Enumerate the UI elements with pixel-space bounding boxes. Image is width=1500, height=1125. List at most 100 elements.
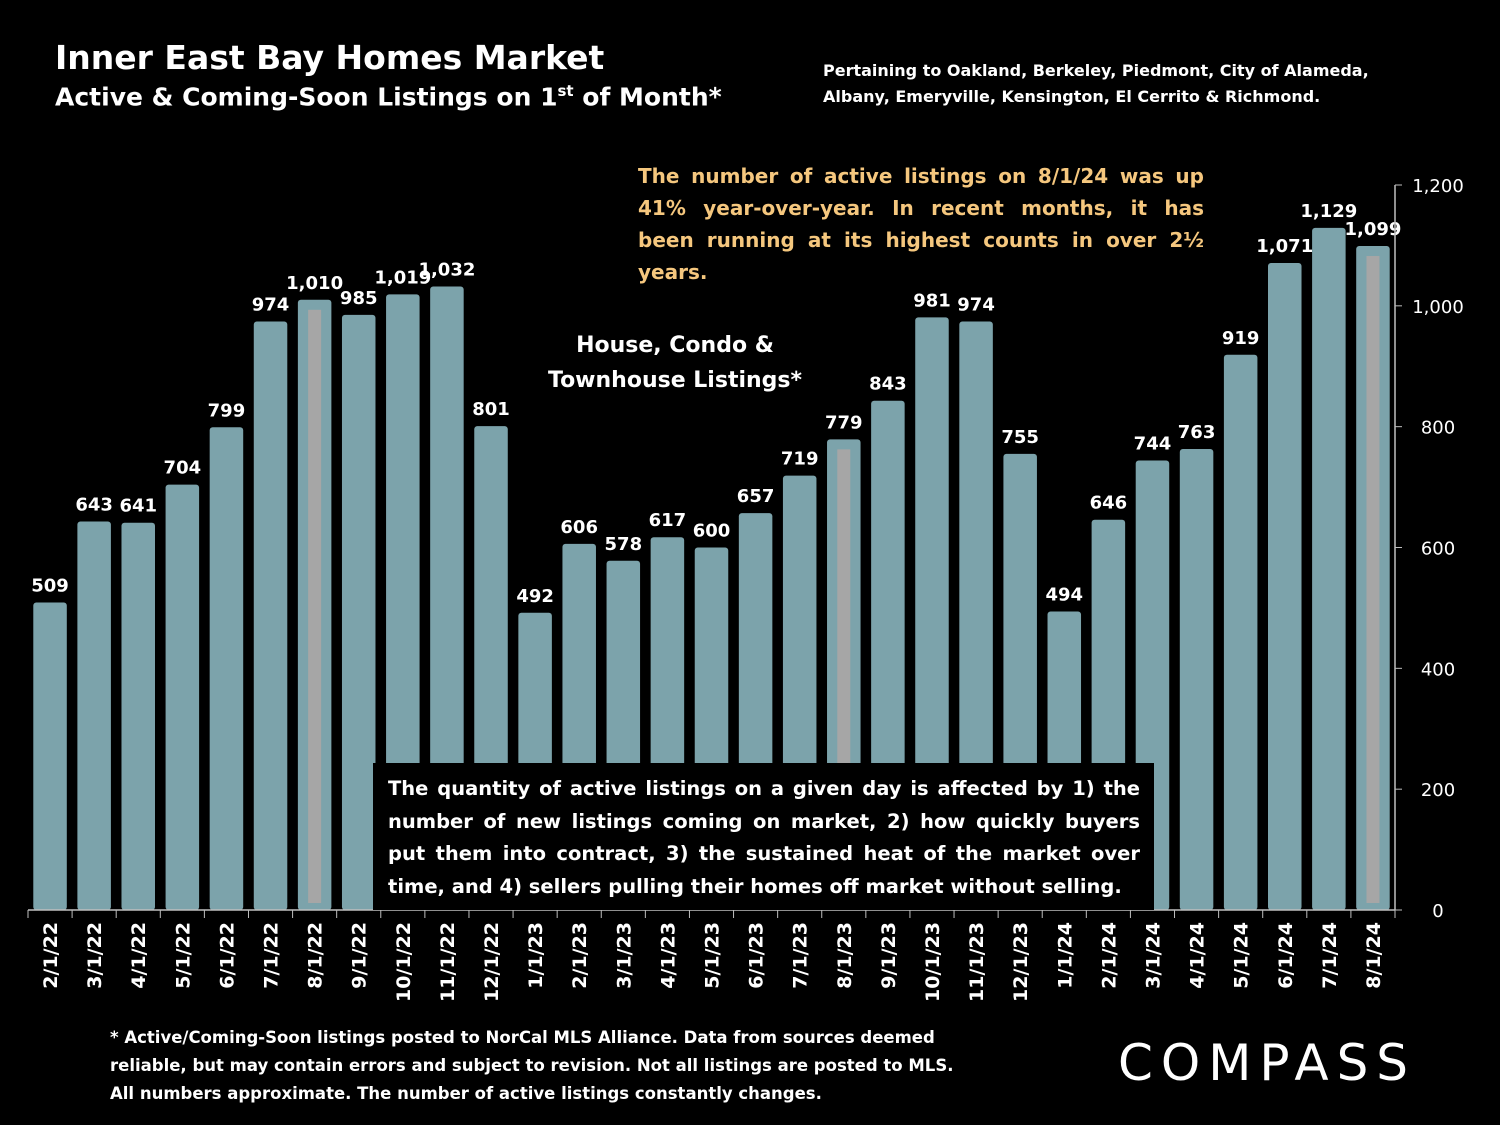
footnote-line-2: reliable, but may contain errors and sub… bbox=[110, 1056, 954, 1075]
data-label: 704 bbox=[164, 458, 202, 479]
data-label: 744 bbox=[1134, 434, 1172, 455]
data-label: 719 bbox=[781, 449, 819, 470]
bar-2-1-22 bbox=[33, 602, 67, 910]
x-tick-label: 1/1/24 bbox=[1054, 922, 1076, 989]
data-label: 981 bbox=[913, 290, 951, 311]
data-label: 646 bbox=[1090, 493, 1128, 514]
data-label: 1,099 bbox=[1344, 219, 1401, 240]
bar-10-1-22 bbox=[386, 294, 420, 911]
x-tick-label: 10/1/23 bbox=[922, 922, 944, 1002]
x-tick-label: 8/1/24 bbox=[1363, 922, 1385, 989]
x-tick-label: 3/1/23 bbox=[613, 922, 635, 989]
data-label: 600 bbox=[693, 521, 731, 542]
y-tick-label: 600 bbox=[1421, 539, 1455, 560]
top-callout: The number of active listings on 8/1/24 … bbox=[638, 164, 1204, 284]
footnote-line-1: * Active/Coming-Soon listings posted to … bbox=[110, 1028, 935, 1047]
chart-title: Inner East Bay Homes Market bbox=[55, 38, 605, 77]
data-label: 492 bbox=[516, 586, 554, 607]
x-tick-label: 12/1/22 bbox=[481, 922, 503, 1002]
series-label-line-1: House, Condo & bbox=[576, 333, 774, 358]
data-label: 617 bbox=[649, 510, 687, 531]
y-tick-label: 1,000 bbox=[1412, 297, 1464, 318]
bar-10-1-23 bbox=[915, 317, 949, 910]
x-tick-label: 2/1/22 bbox=[40, 922, 62, 989]
data-label: 843 bbox=[869, 374, 907, 395]
x-tick-label: 7/1/24 bbox=[1319, 922, 1341, 989]
data-label: 1,129 bbox=[1300, 201, 1357, 222]
data-label: 578 bbox=[605, 534, 643, 555]
x-tick-label: 3/1/22 bbox=[84, 922, 106, 989]
x-tick-label: 8/1/22 bbox=[305, 922, 327, 989]
bar-4-1-22 bbox=[121, 522, 155, 910]
explanation-note-box: The quantity of active listings on a giv… bbox=[373, 763, 1154, 910]
x-tick-label: 7/1/22 bbox=[261, 922, 283, 989]
y-tick-label: 800 bbox=[1421, 418, 1455, 439]
bar-6-1-24 bbox=[1268, 262, 1302, 910]
data-label: 641 bbox=[119, 496, 157, 517]
x-tick-label: 4/1/23 bbox=[657, 922, 679, 989]
series-label: House, Condo & Townhouse Listings* bbox=[530, 328, 820, 398]
data-label: 763 bbox=[1178, 422, 1216, 443]
x-tick-label: 6/1/24 bbox=[1275, 922, 1297, 989]
x-tick-label: 6/1/23 bbox=[746, 922, 768, 989]
data-label: 799 bbox=[208, 400, 246, 421]
data-label: 494 bbox=[1045, 585, 1083, 606]
x-tick-label: 3/1/24 bbox=[1142, 922, 1164, 989]
y-tick-label: 200 bbox=[1421, 780, 1455, 801]
data-label: 779 bbox=[825, 412, 863, 433]
bar-highlight-8-1-22 bbox=[308, 309, 322, 904]
data-label: 606 bbox=[560, 517, 598, 538]
x-tick-label: 2/1/23 bbox=[569, 922, 591, 989]
x-tick-label: 9/1/23 bbox=[878, 922, 900, 989]
y-tick-label: 0 bbox=[1432, 901, 1443, 922]
x-tick-label: 9/1/22 bbox=[349, 922, 371, 989]
subtitle-main: Active & Coming-Soon Listings on 1 bbox=[55, 82, 558, 112]
pertaining-line-2: Albany, Emeryville, Kensington, El Cerri… bbox=[823, 87, 1321, 106]
x-tick-label: 5/1/22 bbox=[172, 922, 194, 989]
pertaining-note: Pertaining to Oakland, Berkeley, Piedmon… bbox=[823, 58, 1383, 110]
data-label: 985 bbox=[340, 288, 378, 309]
x-tick-label: 6/1/22 bbox=[216, 922, 238, 989]
data-label: 919 bbox=[1222, 328, 1260, 349]
chart-subtitle: Active & Coming-Soon Listings on 1st of … bbox=[55, 82, 722, 111]
pertaining-line-1: Pertaining to Oakland, Berkeley, Piedmon… bbox=[823, 61, 1369, 80]
bar-highlight-8-1-24 bbox=[1366, 256, 1380, 903]
data-label: 1,019 bbox=[374, 267, 431, 288]
x-tick-label: 12/1/23 bbox=[1010, 922, 1032, 1002]
bar-11-1-22 bbox=[430, 286, 464, 910]
bar-11-1-23 bbox=[959, 321, 993, 911]
data-label: 1,010 bbox=[286, 273, 343, 294]
axes-group: 2/1/22 3/1/22 4/1/22 5/1/22 6/1/22 7/1/22 8/1/… bbox=[27, 176, 1464, 1002]
data-label: 657 bbox=[737, 486, 775, 507]
bar-6-1-22 bbox=[209, 427, 244, 910]
bar-9-1-22 bbox=[341, 314, 376, 910]
x-tick-label: 4/1/22 bbox=[128, 922, 150, 989]
x-tick-label: 5/1/23 bbox=[702, 922, 724, 989]
bar-5-1-24 bbox=[1223, 354, 1258, 910]
x-tick-label: 7/1/23 bbox=[790, 922, 812, 989]
bar-7-1-24 bbox=[1312, 227, 1346, 911]
data-label: 1,032 bbox=[418, 260, 475, 281]
x-tick-label: 10/1/22 bbox=[393, 922, 415, 1002]
subtitle-superscript: st bbox=[557, 82, 574, 100]
bar-7-1-22 bbox=[253, 321, 288, 911]
footnote-line-3: All numbers approximate. The number of a… bbox=[110, 1084, 822, 1103]
data-label: 974 bbox=[252, 295, 290, 316]
y-tick-label: 400 bbox=[1421, 659, 1455, 680]
series-label-line-2: Townhouse Listings* bbox=[547, 368, 803, 393]
bar-4-1-24 bbox=[1179, 449, 1214, 910]
x-tick-label: 11/1/23 bbox=[966, 922, 988, 1002]
y-tick-label: 1,200 bbox=[1412, 176, 1464, 197]
bar-3-1-22 bbox=[77, 521, 111, 910]
data-label: 509 bbox=[31, 575, 69, 596]
compass-logo: COMPASS bbox=[1118, 1034, 1417, 1092]
footnote: * Active/Coming-Soon listings posted to … bbox=[110, 1024, 1010, 1108]
x-tick-label: 11/1/22 bbox=[437, 922, 459, 1002]
bar-5-1-22 bbox=[165, 484, 200, 910]
data-label: 801 bbox=[472, 399, 510, 420]
x-tick-label: 8/1/23 bbox=[834, 922, 856, 989]
x-tick-label: 2/1/24 bbox=[1098, 922, 1120, 989]
data-label: 1,071 bbox=[1256, 236, 1313, 257]
data-label: 643 bbox=[75, 495, 113, 516]
x-tick-label: 4/1/24 bbox=[1187, 922, 1209, 989]
